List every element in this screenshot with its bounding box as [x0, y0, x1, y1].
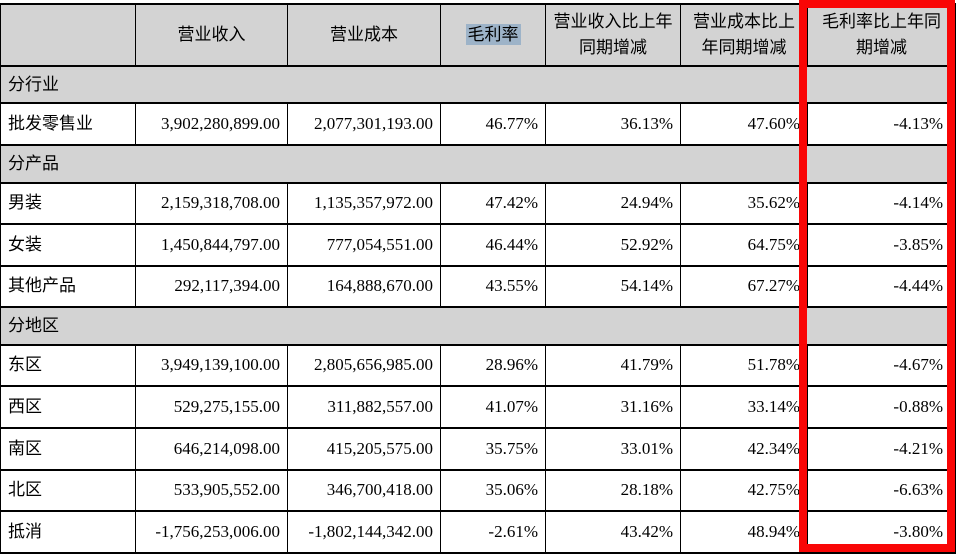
row-label-cell: 批发零售业 [0, 102, 136, 147]
row-label-cell: 西区 [0, 385, 136, 430]
value-cell: 35.75% [440, 427, 546, 471]
column-header-0 [0, 3, 136, 67]
value-cell: 67.27% [680, 264, 808, 309]
column-header-3: 毛利率 [440, 3, 546, 67]
value-cell: 346,700,418.00 [287, 468, 441, 513]
value-cell: 415,205,575.00 [287, 427, 441, 471]
table-row: 女装 1,450,844,797.00 777,054,551.00 46.44% 52… [0, 223, 956, 267]
value-cell: 52.92% [545, 223, 681, 267]
value-cell: 31.16% [545, 385, 681, 430]
value-cell: 54.14% [545, 264, 681, 309]
section-label: 分产品 [0, 144, 956, 184]
value-cell: 777,054,551.00 [287, 223, 441, 267]
header-selection-highlight: 毛利率 [465, 23, 521, 45]
value-cell: 3,902,280,899.00 [135, 102, 288, 147]
value-cell: -4.67% [807, 343, 956, 388]
value-cell: 46.77% [440, 102, 546, 147]
value-cell: 42.75% [680, 468, 808, 513]
section-row: 分产品 [0, 144, 956, 184]
value-cell: -4.21% [807, 427, 956, 471]
value-cell: 46.44% [440, 223, 546, 267]
value-cell: 35.06% [440, 468, 546, 513]
value-cell: 33.01% [545, 427, 681, 471]
table-row: 西区 529,275,155.00 311,882,557.00 41.07% 31.1… [0, 385, 956, 430]
column-header-4: 营业收入比上年同期增减 [545, 3, 681, 67]
value-cell: -3.80% [807, 510, 956, 554]
value-cell: 47.60% [680, 102, 808, 147]
value-cell: 48.94% [680, 510, 808, 554]
table-row: 男装 2,159,318,708.00 1,135,357,972.00 47.42%… [0, 181, 956, 226]
value-cell: -4.44% [807, 264, 956, 309]
value-cell: -6.63% [807, 468, 956, 513]
value-cell: 28.18% [545, 468, 681, 513]
table-row: 抵消 -1,756,253,006.00 -1,802,144,342.00 -2.6… [0, 510, 956, 554]
value-cell: -2.61% [440, 510, 546, 554]
value-cell: 529,275,155.00 [135, 385, 288, 430]
value-cell: 64.75% [680, 223, 808, 267]
value-cell: 292,117,394.00 [135, 264, 288, 309]
value-cell: 164,888,670.00 [287, 264, 441, 309]
section-row: 分地区 [0, 306, 956, 346]
section-label: 分行业 [0, 64, 956, 105]
value-cell: 41.07% [440, 385, 546, 430]
table-row: 北区 533,905,552.00 346,700,418.00 35.06% 28.1… [0, 468, 956, 513]
section-label: 分地区 [0, 306, 956, 346]
row-label-cell: 北区 [0, 468, 136, 513]
value-cell: -4.14% [807, 181, 956, 226]
value-cell: 33.14% [680, 385, 808, 430]
column-header-5: 营业成本比上年同期增减 [680, 3, 808, 67]
row-label-cell: 其他产品 [0, 264, 136, 309]
row-label-cell: 南区 [0, 427, 136, 471]
value-cell: 2,805,656,985.00 [287, 343, 441, 388]
table-row: 批发零售业 3,902,280,899.00 2,077,301,193.00 46.… [0, 102, 956, 147]
value-cell: 41.79% [545, 343, 681, 388]
table-body: 分行业 批发零售业 3,902,280,899.00 2,077,301,193.00… [0, 64, 956, 554]
value-cell: -1,802,144,342.00 [287, 510, 441, 554]
gross-margin-table: 营业收入 营业成本 毛利率 营业收入比上年同期增减 营业成本比上年同期增减 毛利率比上年同… [0, 3, 956, 554]
value-cell: 1,450,844,797.00 [135, 223, 288, 267]
column-header-6: 毛利率比上年同期增减 [807, 3, 956, 67]
value-cell: 311,882,557.00 [287, 385, 441, 430]
value-cell: 2,159,318,708.00 [135, 181, 288, 226]
value-cell: 2,077,301,193.00 [287, 102, 441, 147]
value-cell: 533,905,552.00 [135, 468, 288, 513]
value-cell: -1,756,253,006.00 [135, 510, 288, 554]
table-row: 南区 646,214,098.00 415,205,575.00 35.75% 33.0… [0, 427, 956, 471]
row-label-cell: 女装 [0, 223, 136, 267]
value-cell: 1,135,357,972.00 [287, 181, 441, 226]
table-header: 营业收入 营业成本 毛利率 营业收入比上年同期增减 营业成本比上年同期增减 毛利率比上年同… [0, 3, 956, 67]
value-cell: 47.42% [440, 181, 546, 226]
value-cell: 51.78% [680, 343, 808, 388]
value-cell: -3.85% [807, 223, 956, 267]
table-row: 其他产品 292,117,394.00 164,888,670.00 43.55% 54… [0, 264, 956, 309]
value-cell: 28.96% [440, 343, 546, 388]
value-cell: -0.88% [807, 385, 956, 430]
row-label-cell: 男装 [0, 181, 136, 226]
section-row: 分行业 [0, 64, 956, 105]
value-cell: 35.62% [680, 181, 808, 226]
value-cell: 42.34% [680, 427, 808, 471]
row-label-cell: 抵消 [0, 510, 136, 554]
column-header-1: 营业收入 [135, 3, 288, 67]
value-cell: 43.42% [545, 510, 681, 554]
column-header-2: 营业成本 [287, 3, 441, 67]
value-cell: 43.55% [440, 264, 546, 309]
table-row: 东区 3,949,139,100.00 2,805,656,985.00 28.96%… [0, 343, 956, 388]
value-cell: -4.13% [807, 102, 956, 147]
header-row: 营业收入 营业成本 毛利率 营业收入比上年同期增减 营业成本比上年同期增减 毛利率比上年同… [0, 3, 956, 67]
value-cell: 24.94% [545, 181, 681, 226]
value-cell: 646,214,098.00 [135, 427, 288, 471]
value-cell: 36.13% [545, 102, 681, 147]
value-cell: 3,949,139,100.00 [135, 343, 288, 388]
row-label-cell: 东区 [0, 343, 136, 388]
